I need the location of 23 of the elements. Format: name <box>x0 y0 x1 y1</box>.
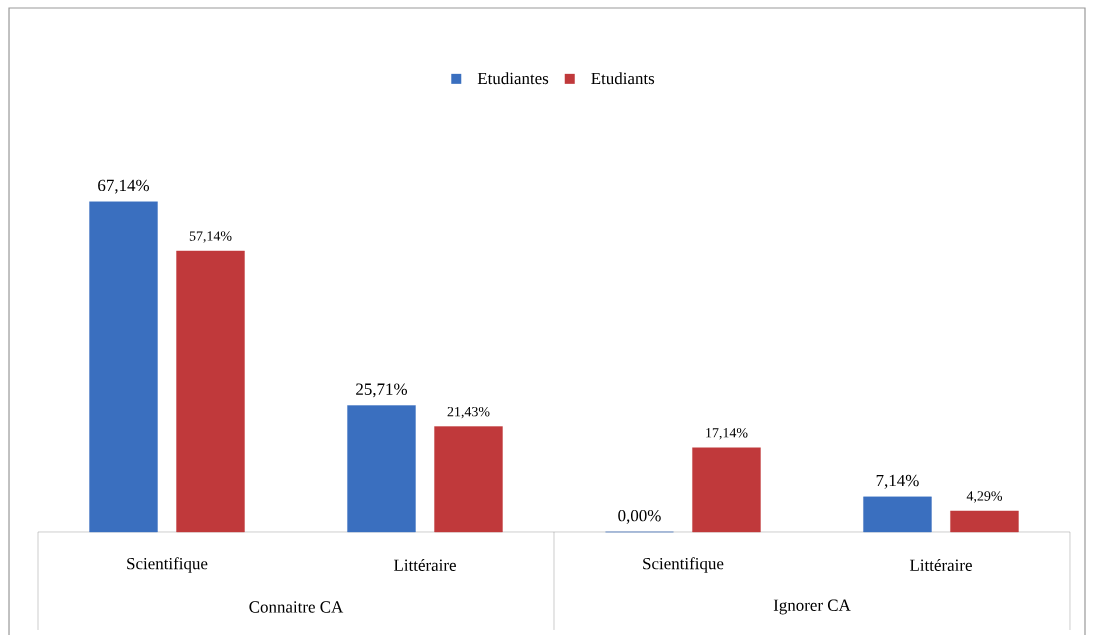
legend-label: Etudiants <box>591 72 655 85</box>
data-label: 57,14% <box>189 231 232 243</box>
bar <box>863 496 932 533</box>
data-label: 7,14% <box>876 474 919 489</box>
x-tick-label: Scientifique <box>127 557 208 573</box>
bar <box>692 447 761 533</box>
data-label: 25,71% <box>356 383 408 398</box>
bar <box>347 405 416 533</box>
bar <box>434 426 503 533</box>
bar <box>176 250 245 533</box>
data-label: 67,14% <box>98 179 150 194</box>
data-label: 21,43% <box>447 406 490 419</box>
x-tick-label: Littéraire <box>909 559 972 571</box>
data-label: 0,00% <box>618 509 661 524</box>
bar <box>89 201 158 533</box>
data-label: 17,14% <box>706 428 748 440</box>
legend-label: Etudiantes <box>477 72 549 85</box>
text: Ignorer CA <box>773 599 851 615</box>
text: Connaitre CA <box>249 601 344 613</box>
bar <box>950 510 1019 533</box>
data-label: 4,29% <box>966 491 1003 503</box>
x-tick-label: Scientifique <box>643 557 724 573</box>
x-tick-label: Littéraire <box>393 559 456 571</box>
